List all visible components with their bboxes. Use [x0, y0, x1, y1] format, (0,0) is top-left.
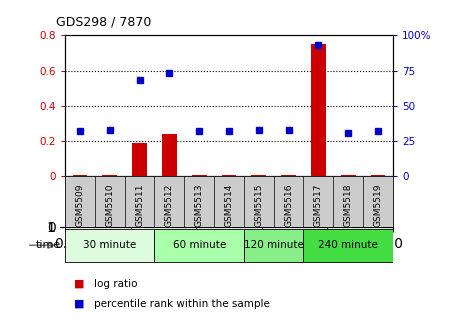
FancyBboxPatch shape — [244, 228, 304, 262]
Text: GSM5512: GSM5512 — [165, 184, 174, 227]
Text: GSM5509: GSM5509 — [75, 184, 84, 227]
Bar — [251, 175, 266, 176]
Text: GSM5518: GSM5518 — [343, 184, 352, 227]
Text: log ratio: log ratio — [94, 279, 138, 289]
Bar — [132, 143, 147, 176]
Bar — [370, 175, 385, 176]
Text: GSM5519: GSM5519 — [374, 184, 383, 227]
Text: GSM5516: GSM5516 — [284, 184, 293, 227]
Text: 120 minute: 120 minute — [244, 240, 304, 250]
Text: 30 minute: 30 minute — [83, 240, 136, 250]
Bar — [73, 175, 88, 176]
Bar — [102, 175, 117, 176]
Bar — [341, 175, 356, 176]
Text: GSM5514: GSM5514 — [224, 184, 233, 227]
Text: 240 minute: 240 minute — [318, 240, 378, 250]
FancyBboxPatch shape — [304, 228, 393, 262]
Bar — [221, 175, 237, 176]
Text: GSM5511: GSM5511 — [135, 184, 144, 227]
Text: ■: ■ — [74, 299, 84, 309]
Text: 60 minute: 60 minute — [172, 240, 226, 250]
Bar — [192, 175, 207, 176]
Text: GSM5510: GSM5510 — [106, 184, 114, 227]
Bar — [162, 134, 177, 176]
Text: ■: ■ — [74, 279, 84, 289]
Text: GDS298 / 7870: GDS298 / 7870 — [56, 15, 151, 29]
FancyBboxPatch shape — [65, 228, 154, 262]
Text: GSM5515: GSM5515 — [254, 184, 263, 227]
FancyBboxPatch shape — [154, 228, 244, 262]
Text: GSM5513: GSM5513 — [195, 184, 204, 227]
Bar — [311, 44, 326, 176]
Bar — [281, 175, 296, 176]
Text: GSM5517: GSM5517 — [314, 184, 323, 227]
Text: time: time — [35, 240, 61, 250]
Text: percentile rank within the sample: percentile rank within the sample — [94, 299, 270, 309]
